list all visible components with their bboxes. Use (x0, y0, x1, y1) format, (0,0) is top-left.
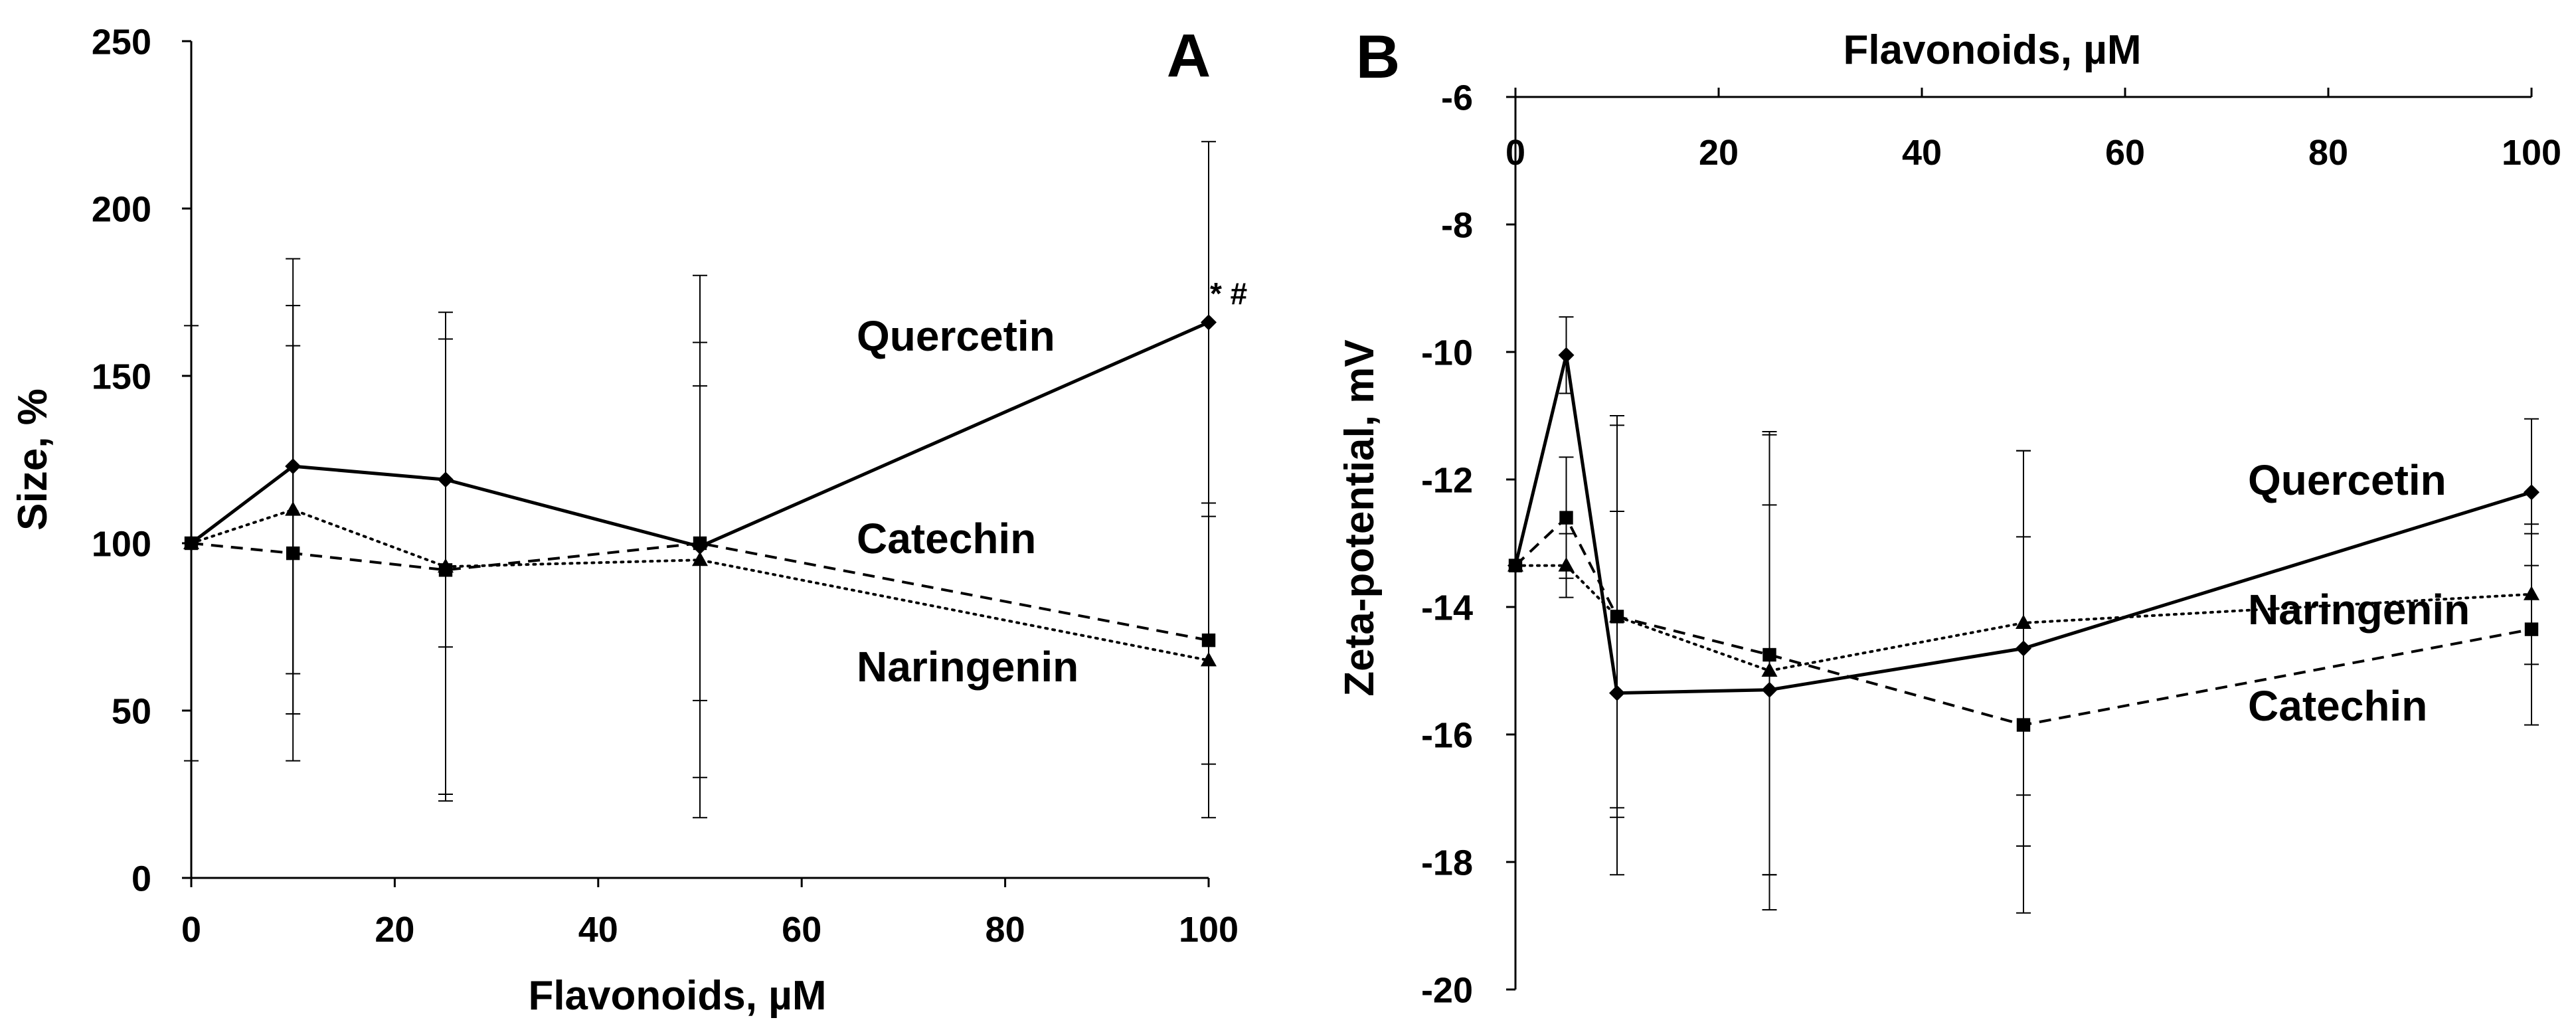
data-point-triangle (2524, 586, 2539, 600)
y-tick-label: -16 (1421, 715, 1473, 755)
series-label-quercetin: Quercetin (857, 312, 1055, 360)
x-tick-label: 60 (782, 910, 821, 950)
x-tick-label: 0 (181, 910, 201, 950)
data-point-triangle (692, 551, 708, 566)
x-tick-label: 40 (578, 910, 618, 950)
x-tick-label: 80 (2308, 133, 2348, 173)
y-tick-label: -12 (1421, 460, 1473, 500)
panel-b-zeta-chart: 0 20 40 60 80 100 -6 -8 -10 -12 -14 -16 -18 -20 Flavon… (1337, 23, 2561, 1010)
y-tick-label: -20 (1421, 970, 1473, 1010)
data-point-triangle (1507, 557, 1523, 572)
y-tick-label: -10 (1421, 333, 1473, 373)
series-line (191, 541, 1209, 642)
data-point-triangle (1761, 662, 1778, 677)
series-line (1513, 355, 2532, 695)
data-point-triangle (285, 501, 301, 516)
data-point-diamond (1558, 347, 1575, 363)
data-point-triangle (1558, 557, 1575, 572)
data-point-square (1559, 511, 1573, 525)
x-tick-label: 0 (1505, 133, 1525, 173)
data-point-diamond (1201, 314, 1217, 331)
y-tick-label: -18 (1421, 843, 1473, 883)
significance-annotation: * # (1210, 276, 1247, 311)
y-tick-label: 50 (112, 691, 151, 731)
y-tick-label: 0 (131, 859, 151, 899)
panel-label: A (1167, 22, 1211, 90)
x-tick-label: 40 (1902, 133, 1942, 173)
series-label-catechin: Catechin (857, 515, 1036, 562)
x-tick-label: 100 (1179, 910, 1239, 950)
series-naringenin (183, 305, 1217, 819)
data-point-triangle (438, 558, 454, 573)
data-point-triangle (183, 535, 199, 549)
series-line (1514, 515, 2532, 727)
y-tick-label: 200 (92, 189, 151, 229)
data-point-triangle (1609, 608, 1625, 623)
y-tick-label: 150 (92, 357, 151, 396)
series-label-naringenin: Naringenin (2248, 586, 2470, 634)
x-tick-label: 60 (2105, 133, 2145, 173)
series-naringenin (1507, 415, 2539, 910)
y-tick-label: -14 (1421, 588, 1473, 628)
data-point-triangle (1201, 651, 1217, 667)
series-label-quercetin: Quercetin (2248, 456, 2447, 504)
x-axis-title: Flavonoids, µM (1843, 27, 2141, 73)
panel-a-size-chart: 0 20 40 60 80 100 0 50 100 150 200 250 Flavonoids, µ… (10, 22, 1247, 1019)
y-tick-label: -6 (1441, 78, 1473, 118)
series-line (1514, 564, 2533, 673)
series-label-naringenin: Naringenin (857, 643, 1078, 691)
x-tick-label: 20 (1699, 133, 1739, 173)
panel-label: B (1356, 23, 1400, 91)
x-tick-label: 20 (375, 910, 414, 950)
data-point-diamond (2524, 484, 2539, 501)
x-tick-label: 80 (986, 910, 1025, 950)
series-label-catechin: Catechin (2248, 682, 2427, 730)
y-tick-label: 100 (92, 524, 151, 564)
x-axis-title: Flavonoids, µM (528, 973, 826, 1019)
y-axis-title: Size, % (10, 388, 56, 531)
y-tick-label: -8 (1441, 205, 1473, 245)
x-tick-label: 100 (2502, 133, 2561, 173)
y-tick-label: 250 (92, 22, 151, 62)
y-axis-title: Zeta-potential, mV (1337, 339, 1383, 696)
data-point-triangle (2016, 614, 2031, 629)
